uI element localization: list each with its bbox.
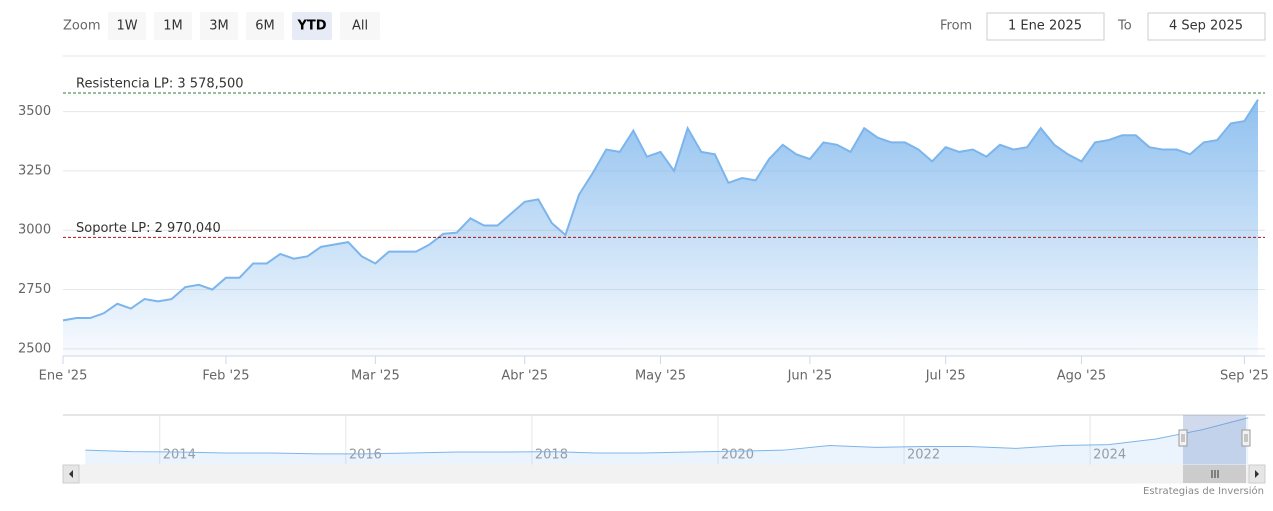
- y-tick-label: 3250: [18, 163, 51, 178]
- zoom-label: Zoom: [63, 19, 100, 34]
- range-button-label[interactable]: 1M: [163, 19, 183, 34]
- x-tick-label: Feb '25: [202, 369, 249, 384]
- range-button[interactable]: [292, 12, 332, 40]
- navigator-handle[interactable]: [1178, 429, 1188, 447]
- navigator-handle[interactable]: [1241, 429, 1251, 447]
- price-line: [62, 99, 1259, 322]
- range-button[interactable]: [108, 12, 146, 40]
- area-fill: [63, 99, 1258, 356]
- range-buttons: 1W 1M 3M 6M YTD All: [108, 12, 380, 40]
- navigator: 2014 2016 2018 2020 2022 2024: [62, 414, 1266, 484]
- x-tick-label: Mar '25: [351, 369, 400, 384]
- x-tick-label: Abr '25: [501, 369, 548, 384]
- y-tick-label: 2750: [18, 282, 51, 297]
- x-tick-label: Ene '25: [39, 369, 88, 384]
- to-label: To: [1117, 19, 1132, 34]
- to-value[interactable]: 4 Sep 2025: [1169, 19, 1243, 34]
- navigator-mask: [1183, 415, 1246, 465]
- x-tick-label: Ago '25: [1057, 369, 1106, 384]
- scrollbar-track: [62, 464, 1266, 484]
- range-button-label[interactable]: 3M: [209, 19, 229, 34]
- range-button[interactable]: [246, 12, 284, 40]
- x-tick-label: May '25: [635, 369, 686, 384]
- to-input[interactable]: [1147, 12, 1266, 41]
- y-tick-label: 2500: [18, 341, 51, 356]
- x-tick-label: Jun '25: [787, 369, 833, 384]
- navigator-line: [85, 417, 1249, 455]
- navigator-tick-label: 2022: [907, 448, 940, 463]
- plot-line-label: Soporte LP: 2 970,040: [76, 221, 221, 236]
- range-button[interactable]: [340, 12, 380, 40]
- x-tick-label: Sep '25: [1220, 369, 1269, 384]
- range-button-label[interactable]: YTD: [296, 19, 326, 34]
- range-button-label[interactable]: All: [352, 19, 368, 34]
- main-plot: 2500 2750 3000 3250 3500 Ene '25 Feb '25 Mar '2…: [18, 76, 1269, 383]
- plot-line-label: Resistencia LP: 3 578,500: [76, 76, 244, 91]
- navigator-area: [85, 417, 1249, 465]
- credits: Estrategias de Inversión: [1143, 485, 1264, 497]
- range-button-label[interactable]: 1W: [116, 19, 137, 34]
- y-tick-label: 3500: [18, 104, 51, 119]
- y-tick-label: 3000: [18, 223, 51, 238]
- range-button[interactable]: [154, 12, 192, 40]
- arrow-right: [1255, 470, 1259, 478]
- navigator-tick-label: 2014: [163, 448, 196, 463]
- range-button-label[interactable]: 6M: [255, 19, 275, 34]
- x-tick-label: Jul '25: [925, 369, 966, 384]
- from-value[interactable]: 1 Ene 2025: [1008, 19, 1082, 34]
- range-button[interactable]: [200, 12, 238, 40]
- from-label: From: [940, 19, 972, 34]
- navigator-tick-label: 2016: [349, 448, 382, 463]
- navigator-tick-label: 2024: [1093, 448, 1126, 463]
- from-input[interactable]: [986, 12, 1105, 41]
- arrow-left: [69, 470, 73, 478]
